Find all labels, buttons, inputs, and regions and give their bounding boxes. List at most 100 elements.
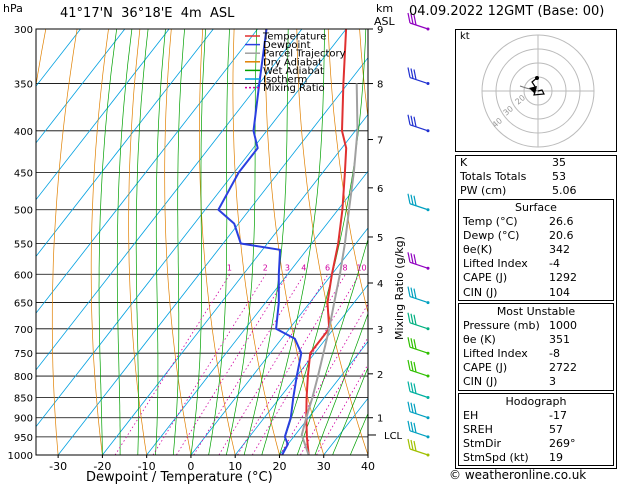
wind-barb	[407, 252, 430, 270]
x-tick-label: 20	[272, 460, 286, 473]
isotherm-line	[36, 29, 347, 428]
wind-barb	[407, 381, 430, 399]
km-tick-label: 4	[377, 279, 383, 290]
most-unstable-section: Most Unstable Pressure (mb) 1000 θe (K) 35…	[458, 302, 614, 391]
isotherm-line	[36, 29, 81, 87]
wind-barb	[407, 286, 430, 305]
x-tick-label: 40	[361, 460, 375, 473]
dry-adiabat-line	[199, 29, 236, 455]
isotherm-line	[190, 227, 368, 455]
mixing-ratio-label: 1	[227, 263, 232, 272]
km-tick-label: 2	[377, 370, 383, 381]
hodograph-kt-label: kt	[460, 31, 470, 42]
km-tick-label: 1	[377, 414, 383, 425]
hodo-row: SREH 57	[459, 423, 613, 437]
row-value: 1292	[549, 271, 577, 285]
row-label: EH	[463, 408, 479, 422]
isotherm-line	[36, 29, 126, 144]
pressure-tick-label: 300	[14, 25, 33, 36]
index-row-pw: PW (cm) 5.06	[456, 184, 616, 198]
chart-header-hpa: hPa	[3, 2, 23, 15]
mixing-ratio-line	[193, 274, 305, 455]
chart-header-km: km	[376, 2, 394, 15]
hodo-row: StmDir 269°	[459, 437, 613, 451]
pressure-tick-label: 900	[14, 414, 33, 425]
surface-section: Surface Temp (°C) 26.6 Dewp (°C) 20.6 θe(K…	[458, 198, 614, 301]
hodograph-title: Hodograph	[505, 394, 567, 408]
legend-label: Dewpoint	[263, 40, 311, 51]
isotherm-line	[146, 170, 368, 455]
most-unstable-title: Most Unstable	[496, 304, 576, 318]
x-axis-label: Dewpoint / Temperature (°C)	[86, 470, 273, 485]
mixing-ratio-label: 2	[263, 263, 268, 272]
chart-header-location: 41°17'N 36°18'E 4m ASL	[60, 6, 235, 21]
wind-barb	[407, 312, 430, 331]
hodograph-panel: kt 20 30 40	[455, 29, 617, 152]
mu-row: Lifted Index -8	[459, 347, 613, 361]
wet-adiabat-line	[98, 29, 118, 455]
wind-barb	[407, 438, 430, 457]
credit-label[interactable]: © weatheronline.co.uk	[449, 468, 587, 482]
row-label: θe(K)	[463, 242, 493, 256]
mixing-ratio-line	[316, 363, 368, 455]
mixing-ratio-label: 6	[325, 263, 330, 272]
x-tick-label: 10	[228, 460, 242, 473]
row-label: Temp (°C)	[463, 214, 518, 228]
row-label: StmSpd (kt)	[463, 451, 529, 465]
mixing-ratio-label: 15	[383, 263, 393, 272]
hodo-row: StmSpd (kt) 19	[459, 451, 613, 465]
hodo-row: EH -17	[459, 409, 613, 423]
wet-adiabat-line	[243, 29, 289, 455]
date-label: 04.09.2022 12GMT (Base: 00)	[409, 4, 605, 19]
row-value: -4	[549, 257, 560, 271]
right-axis-label: Mixing Ratio (g/kg)	[393, 236, 406, 340]
km-tick-label: 3	[377, 325, 383, 336]
row-value: 20.6	[549, 228, 574, 242]
mu-row: Pressure (mb) 1000	[459, 319, 613, 333]
pressure-tick-label: 800	[14, 372, 33, 383]
pressure-tick-label: 600	[14, 270, 33, 281]
wet-adiabat-line	[225, 29, 258, 455]
indices-table: K 35 Totals Totals 53 PW (cm) 5.06 Surface …	[455, 155, 617, 470]
x-tick-label: -20	[93, 460, 111, 473]
index-label: Totals Totals	[460, 170, 527, 184]
pressure-tick-label: 1000	[8, 451, 33, 462]
surface-row: Dewp (°C) 20.6	[459, 229, 613, 243]
row-label: CIN (J)	[463, 375, 498, 389]
wind-barb	[407, 12, 430, 31]
dry-adiabat-line	[327, 29, 368, 315]
wet-adiabat-line	[135, 29, 149, 455]
pressure-tick-label: 500	[14, 206, 33, 217]
wet-adiabat-line	[116, 29, 133, 455]
chart-header-asl: ASL	[374, 15, 395, 28]
lcl-label: LCL	[384, 431, 403, 442]
surface-row: Temp (°C) 26.6	[459, 215, 613, 229]
series-temperature	[305, 29, 348, 455]
wind-barb	[407, 359, 430, 378]
x-tick-label: -30	[49, 460, 67, 473]
mixing-ratio-line	[300, 336, 368, 455]
legend-label: Wet Adiabat	[263, 66, 324, 77]
series-dewpoint	[217, 29, 303, 455]
mu-row: θe (K) 351	[459, 333, 613, 347]
legend-label: Temperature	[262, 32, 326, 43]
mixing-ratio-line	[176, 274, 289, 455]
mixing-ratio-label: 8	[343, 263, 348, 272]
mixing-ratio-line	[152, 274, 267, 455]
mixing-ratio-line	[114, 274, 231, 455]
row-label: Dewp (°C)	[463, 228, 520, 242]
row-label: CAPE (J)	[463, 271, 508, 285]
row-value: 342	[549, 242, 570, 256]
legend-label: Dry Adiabat	[263, 57, 322, 68]
pressure-tick-label: 350	[14, 80, 33, 91]
mu-row: CAPE (J) 2722	[459, 361, 613, 375]
km-tick-label: 9	[377, 25, 383, 36]
wind-barb	[407, 114, 430, 133]
mixing-ratio-label: 3	[285, 263, 290, 272]
row-value: 2722	[549, 361, 577, 375]
wet-adiabat-line	[332, 366, 368, 455]
pressure-tick-label: 550	[14, 239, 33, 250]
wind-barb	[407, 67, 430, 86]
storm-motion-marker	[529, 86, 537, 94]
dry-adiabat-line	[264, 29, 325, 455]
